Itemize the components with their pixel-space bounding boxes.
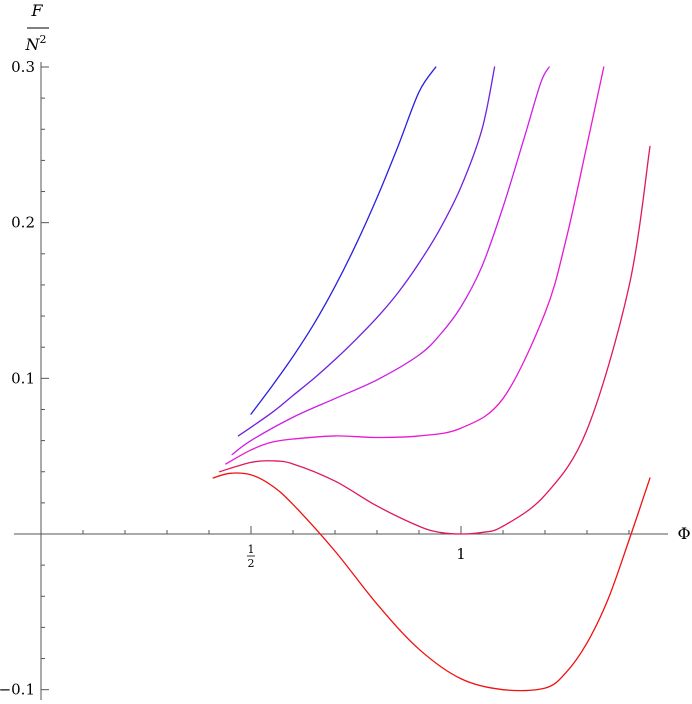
y-axis-label-exponent: 2 xyxy=(40,33,47,46)
y-tick-label: 0.1 xyxy=(11,369,35,387)
y-tick-label: −0.1 xyxy=(0,681,35,699)
series-line-4 xyxy=(225,66,605,465)
y-axis-label-denominator-base: N xyxy=(25,35,41,54)
x-axis-label: Φ xyxy=(677,524,690,543)
y-axis-label-denominator: N2 xyxy=(25,33,47,54)
series-layer xyxy=(212,66,651,692)
series-line-5 xyxy=(218,145,651,535)
series-line-1 xyxy=(250,66,437,415)
series-line-2 xyxy=(237,66,496,437)
series-line-6 xyxy=(212,472,651,692)
y-tick-label: 0.2 xyxy=(11,214,35,232)
x-tick-label-numerator: 1 xyxy=(248,543,255,556)
labels: F N2 Φ xyxy=(25,1,691,543)
x-tick-label: 1 xyxy=(456,545,466,563)
series-line-3 xyxy=(231,66,550,456)
y-tick-label: 0.3 xyxy=(11,58,35,76)
x-tick-label-denominator: 2 xyxy=(248,557,255,570)
y-axis-label-numerator: F xyxy=(30,1,43,20)
